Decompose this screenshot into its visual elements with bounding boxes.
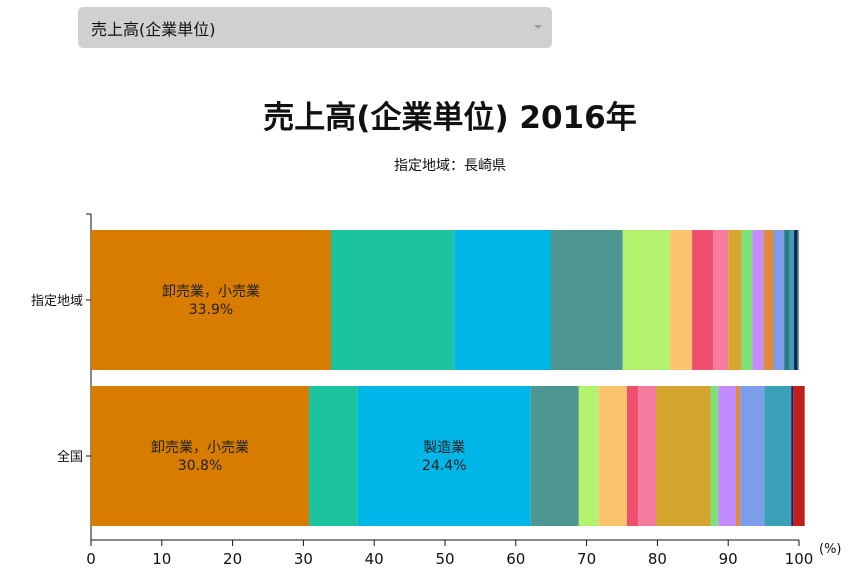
bar-segment	[718, 386, 736, 526]
bar-segment	[710, 386, 719, 526]
bar-segment	[91, 386, 310, 526]
chart-subtitle: 指定地域：長崎県	[394, 158, 506, 174]
x-axis-unit: (%)	[819, 542, 842, 557]
bar-segment	[793, 386, 805, 526]
bar-segment	[578, 386, 599, 526]
data-label-name: 卸売業，小売業	[162, 284, 260, 300]
data-label-value: 33.9%	[189, 302, 233, 318]
bar-segment	[741, 230, 753, 370]
data-label-value: 24.4%	[422, 458, 466, 474]
data-label-name: 卸売業，小売業	[151, 440, 249, 456]
x-tick-label: 0	[86, 550, 96, 568]
bar-segment	[309, 386, 358, 526]
x-tick-label: 10	[152, 550, 171, 568]
x-tick-label: 20	[223, 550, 242, 568]
data-label-name: 製造業	[423, 440, 465, 456]
chevron-down-icon	[534, 25, 542, 29]
bar-segment	[454, 230, 551, 370]
x-tick-label: 90	[719, 550, 738, 568]
bar-segment	[692, 230, 714, 370]
x-tick-label: 60	[506, 550, 525, 568]
bar-segment	[331, 230, 455, 370]
bar-segment	[764, 386, 792, 526]
bar-segment	[797, 230, 799, 370]
bar-segment	[794, 230, 798, 370]
bar-segment	[598, 386, 627, 526]
x-tick-label: 80	[648, 550, 667, 568]
x-tick-label: 50	[435, 550, 454, 568]
bar-segment	[357, 386, 531, 526]
indicator-select-value: 売上高(企業単位)	[91, 19, 216, 39]
bar-segment	[655, 386, 711, 526]
bar-segment	[740, 386, 765, 526]
bar-segment	[791, 386, 794, 526]
x-tick-label: 70	[577, 550, 596, 568]
category-label: 全国	[57, 449, 83, 465]
bar-segment	[773, 230, 785, 370]
bar-segment	[670, 230, 693, 370]
chart-title: 売上高(企業単位) 2016年	[263, 100, 637, 136]
data-label-value: 30.8%	[178, 458, 222, 474]
indicator-select[interactable]: 売上高(企業単位)	[78, 7, 552, 48]
bar-segment	[713, 230, 729, 370]
bar-segment	[550, 230, 623, 370]
x-tick-label: 40	[365, 550, 384, 568]
bar-segment	[784, 230, 790, 370]
bar-segment	[91, 230, 332, 370]
category-label: 指定地域	[31, 294, 83, 309]
bar-segment	[638, 386, 656, 526]
bar-segment	[622, 230, 671, 370]
x-tick-label: 100	[785, 550, 814, 568]
bar-segment	[735, 386, 741, 526]
bar-segment	[763, 230, 774, 370]
bar-segment	[626, 386, 639, 526]
x-tick-label: 30	[294, 550, 313, 568]
bar-segment	[789, 230, 795, 370]
bar-segment	[728, 230, 742, 370]
bar-segment	[530, 386, 579, 526]
bar-segment	[752, 230, 764, 370]
